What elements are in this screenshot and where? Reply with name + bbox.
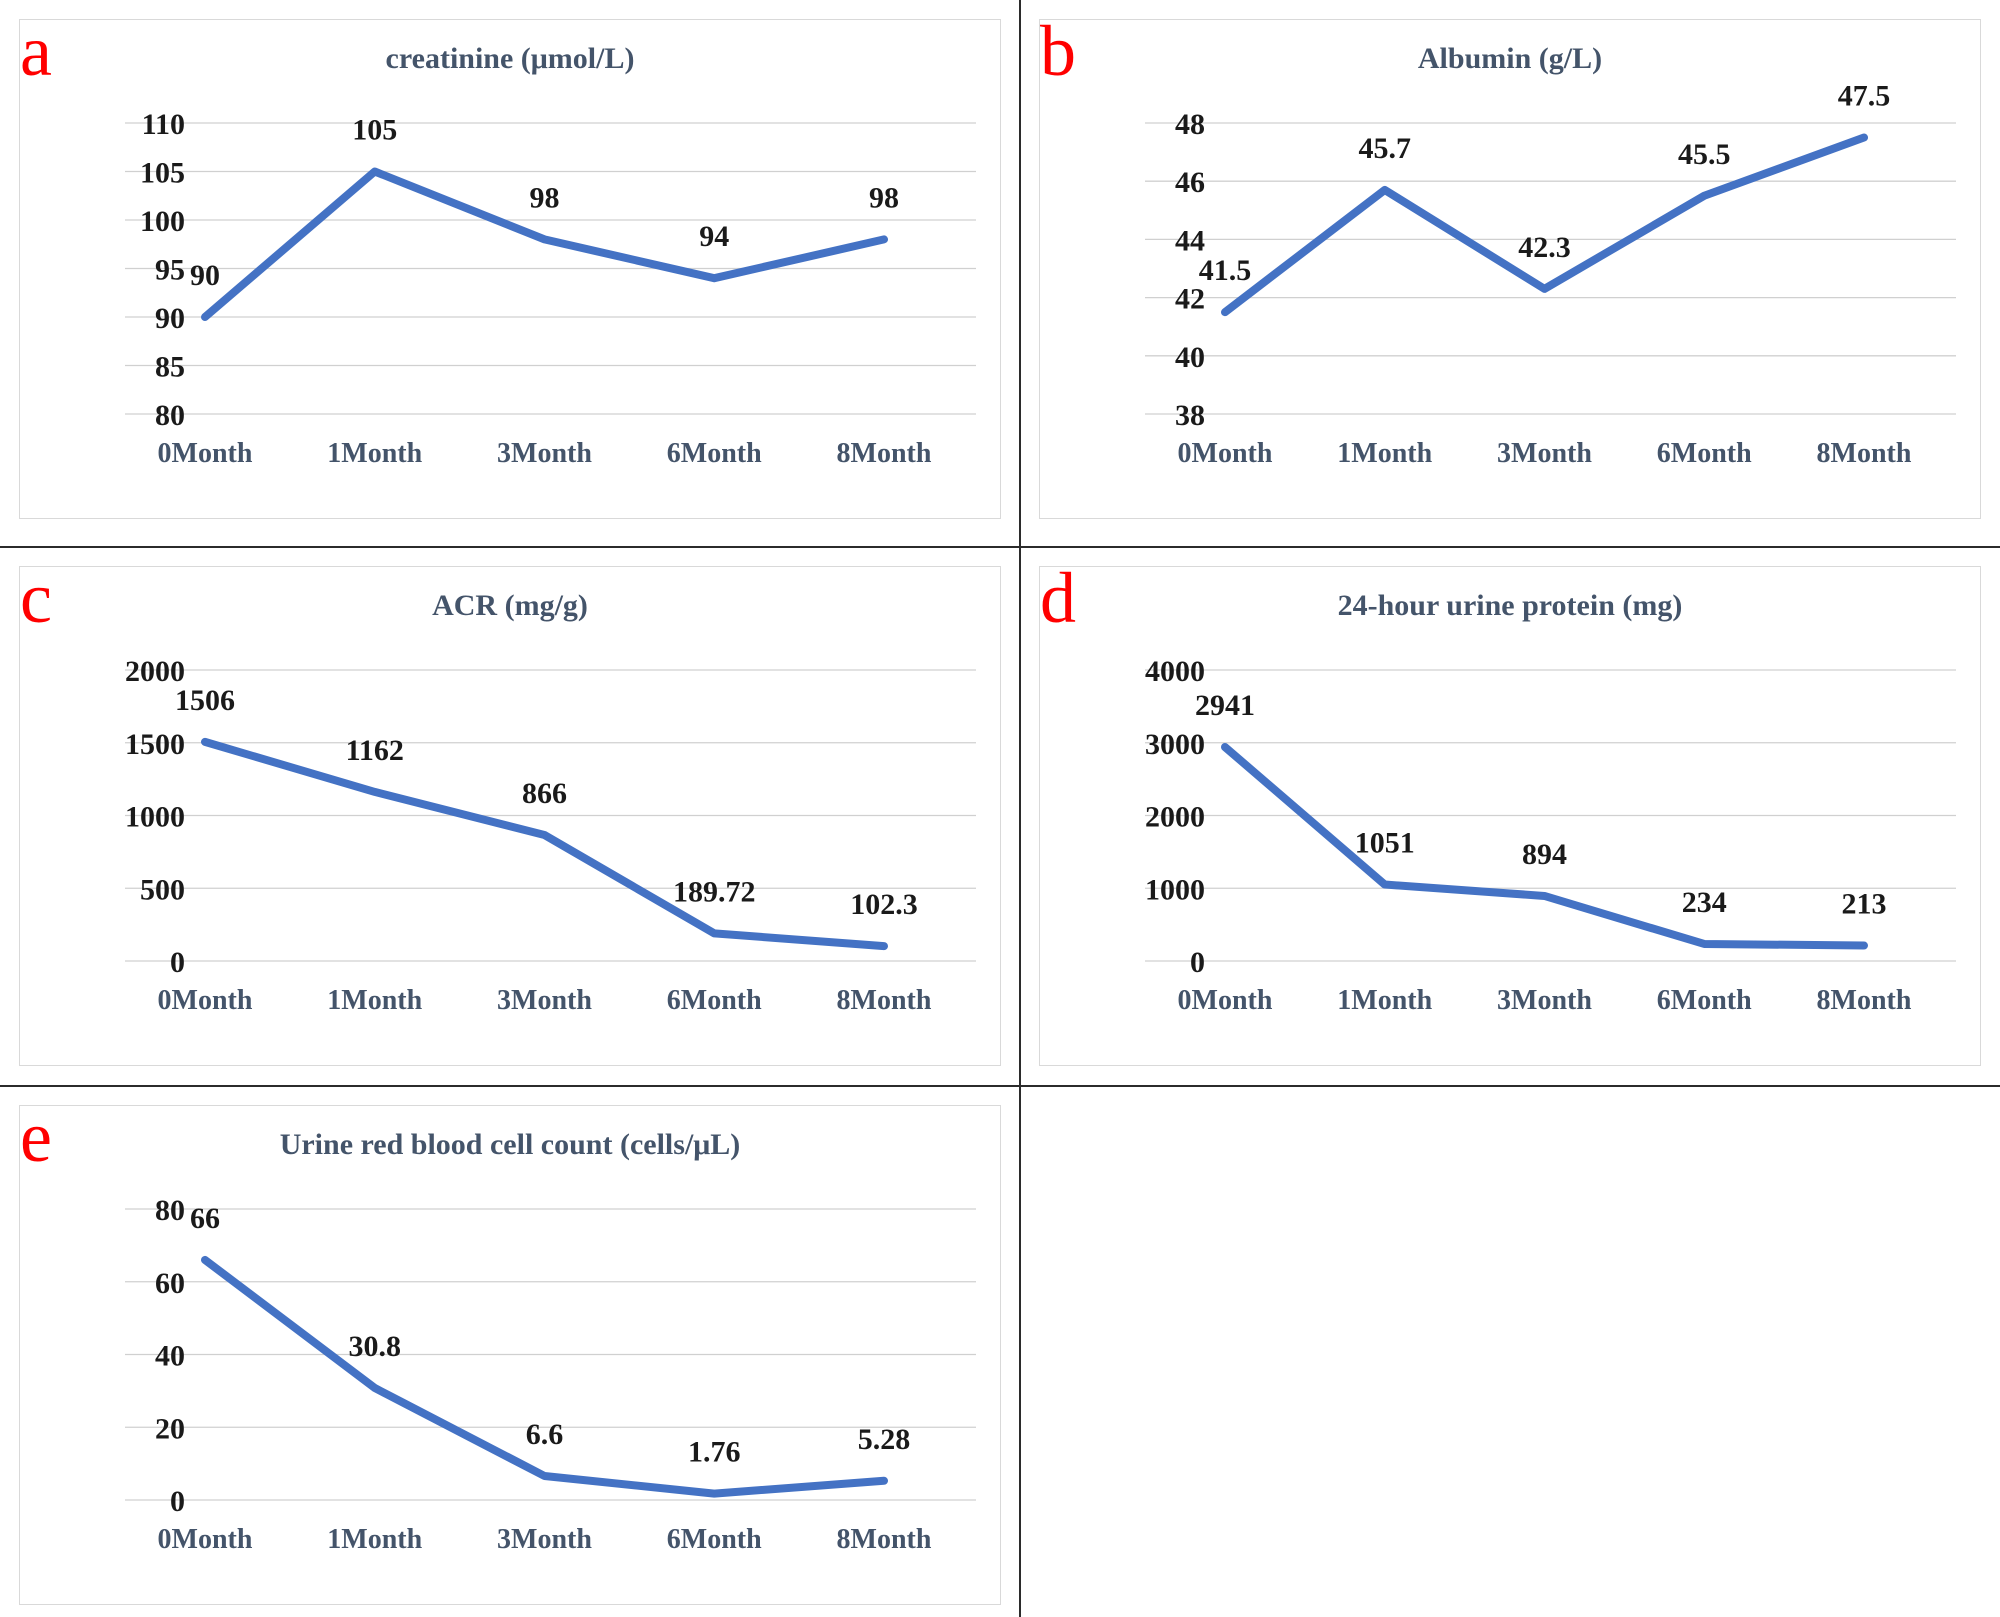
- svg-text:8Month: 8Month: [837, 1524, 932, 1555]
- svg-text:0Month: 0Month: [158, 438, 253, 469]
- svg-text:48: 48: [1175, 108, 1205, 141]
- svg-text:6Month: 6Month: [1657, 438, 1752, 469]
- svg-text:85: 85: [155, 351, 185, 384]
- svg-text:95: 95: [155, 254, 185, 287]
- svg-text:94: 94: [699, 220, 729, 253]
- svg-text:189.72: 189.72: [673, 875, 756, 908]
- svg-text:1.76: 1.76: [688, 1436, 741, 1469]
- svg-text:3Month: 3Month: [497, 438, 592, 469]
- svg-text:1Month: 1Month: [327, 1524, 422, 1555]
- svg-text:3Month: 3Month: [1497, 438, 1592, 469]
- svg-text:0Month: 0Month: [158, 1524, 253, 1555]
- svg-text:2000: 2000: [1145, 801, 1205, 834]
- svg-text:0: 0: [170, 946, 185, 979]
- svg-text:45.5: 45.5: [1678, 138, 1731, 171]
- svg-text:3Month: 3Month: [497, 1524, 592, 1555]
- svg-text:66: 66: [190, 1202, 220, 1235]
- svg-text:866: 866: [522, 777, 567, 810]
- svg-text:6.6: 6.6: [526, 1418, 564, 1451]
- svg-text:6Month: 6Month: [667, 438, 762, 469]
- svg-text:1Month: 1Month: [327, 438, 422, 469]
- svg-text:8Month: 8Month: [1817, 985, 1912, 1016]
- svg-text:1000: 1000: [125, 801, 185, 834]
- svg-text:80: 80: [155, 399, 185, 432]
- svg-text:1Month: 1Month: [327, 985, 422, 1016]
- svg-text:0Month: 0Month: [158, 985, 253, 1016]
- svg-text:45.7: 45.7: [1359, 132, 1412, 165]
- svg-text:3Month: 3Month: [1497, 985, 1592, 1016]
- svg-text:40: 40: [1175, 341, 1205, 374]
- svg-text:4000: 4000: [1145, 655, 1205, 688]
- svg-text:98: 98: [869, 181, 899, 214]
- svg-text:41.5: 41.5: [1199, 254, 1252, 287]
- svg-text:213: 213: [1842, 888, 1887, 921]
- svg-text:1500: 1500: [125, 728, 185, 761]
- svg-text:46: 46: [1175, 166, 1205, 199]
- svg-text:42: 42: [1175, 283, 1205, 316]
- svg-text:2941: 2941: [1195, 689, 1255, 722]
- svg-text:47.5: 47.5: [1838, 80, 1891, 113]
- svg-text:0Month: 0Month: [1178, 438, 1273, 469]
- svg-text:44: 44: [1175, 224, 1205, 257]
- svg-text:20: 20: [155, 1412, 185, 1445]
- svg-text:38: 38: [1175, 399, 1205, 432]
- svg-text:1162: 1162: [346, 734, 404, 767]
- svg-text:30.8: 30.8: [349, 1330, 402, 1363]
- svg-text:6Month: 6Month: [667, 1524, 762, 1555]
- svg-text:60: 60: [155, 1267, 185, 1300]
- svg-text:8Month: 8Month: [837, 985, 932, 1016]
- svg-text:0: 0: [170, 1485, 185, 1518]
- svg-text:1000: 1000: [1145, 873, 1205, 906]
- svg-text:105: 105: [140, 157, 185, 190]
- svg-text:3000: 3000: [1145, 728, 1205, 761]
- svg-text:42.3: 42.3: [1518, 231, 1571, 264]
- svg-text:0Month: 0Month: [1178, 985, 1273, 1016]
- svg-text:6Month: 6Month: [1657, 985, 1752, 1016]
- svg-text:40: 40: [155, 1340, 185, 1373]
- svg-text:1Month: 1Month: [1337, 985, 1432, 1016]
- svg-text:8Month: 8Month: [837, 438, 932, 469]
- svg-text:8Month: 8Month: [1817, 438, 1912, 469]
- svg-text:894: 894: [1522, 838, 1567, 871]
- svg-text:110: 110: [142, 108, 185, 141]
- svg-text:1Month: 1Month: [1337, 438, 1432, 469]
- svg-text:90: 90: [190, 259, 220, 292]
- svg-text:102.3: 102.3: [850, 888, 918, 921]
- svg-text:100: 100: [140, 205, 185, 238]
- svg-text:0: 0: [1190, 946, 1205, 979]
- svg-text:1051: 1051: [1355, 827, 1415, 860]
- svg-text:1506: 1506: [175, 684, 235, 717]
- svg-text:6Month: 6Month: [667, 985, 762, 1016]
- svg-text:234: 234: [1682, 886, 1727, 919]
- svg-text:90: 90: [155, 302, 185, 335]
- svg-text:500: 500: [140, 873, 185, 906]
- svg-text:5.28: 5.28: [858, 1423, 911, 1456]
- svg-text:3Month: 3Month: [497, 985, 592, 1016]
- svg-text:98: 98: [530, 181, 560, 214]
- svg-text:80: 80: [155, 1194, 185, 1227]
- svg-text:105: 105: [352, 114, 397, 147]
